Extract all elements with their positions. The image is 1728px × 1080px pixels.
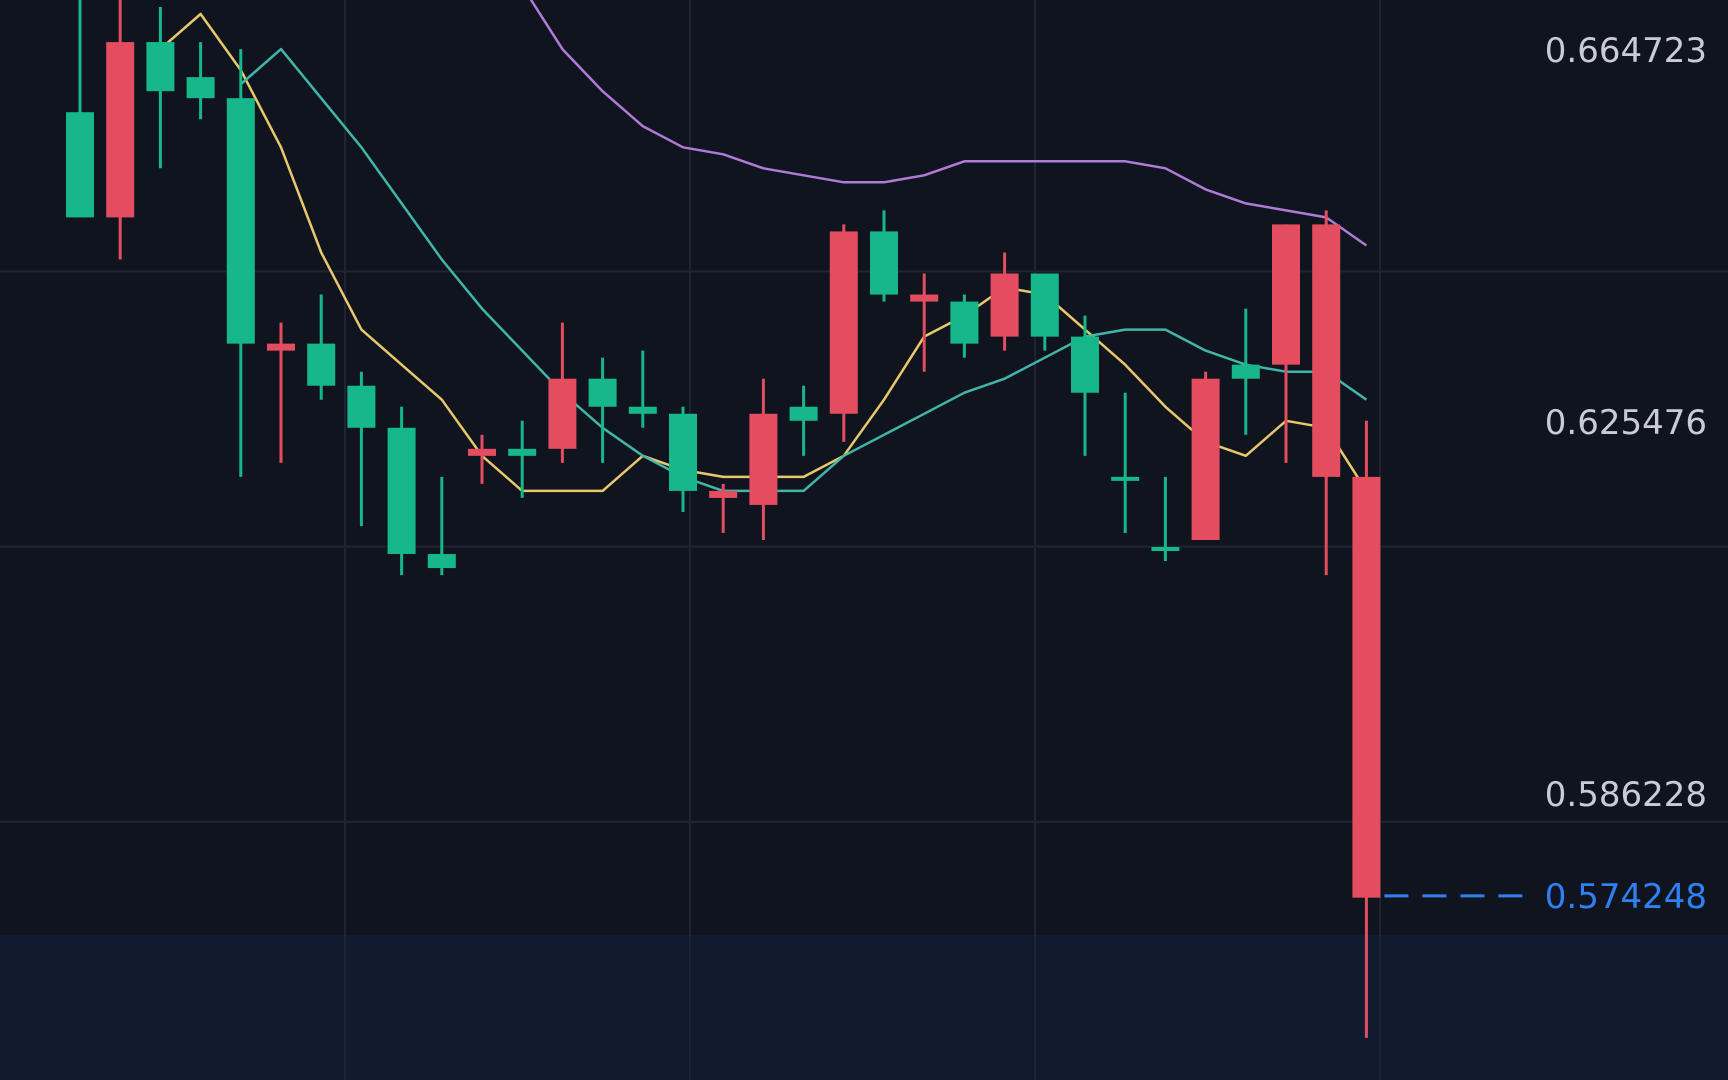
candle-up	[1111, 392, 1140, 533]
candle-up	[508, 420, 537, 498]
candle-up	[628, 350, 657, 428]
candle-up	[1151, 476, 1180, 562]
candle-body	[749, 413, 778, 505]
candle-body	[307, 343, 336, 386]
candle-up	[226, 49, 255, 477]
candle-down	[910, 273, 939, 372]
candle-body	[789, 406, 818, 421]
candle-body	[66, 112, 94, 218]
candle-up	[66, 0, 94, 218]
candle-body	[1272, 224, 1300, 365]
candle-body	[186, 77, 215, 99]
candle-body	[950, 301, 979, 344]
candle-body	[709, 490, 738, 498]
price-tick-label: 0.586228	[1545, 775, 1707, 815]
moving-average-line	[529, 0, 1368, 247]
candle-body	[1071, 336, 1099, 393]
candle-down	[1272, 224, 1300, 463]
lower-shade	[0, 935, 1728, 1080]
candle-body	[1030, 273, 1059, 337]
price-tick-label: 0.664723	[1545, 31, 1707, 71]
candle-up	[307, 294, 336, 400]
candle-body	[1191, 378, 1220, 540]
price-axis: 0.664723 0.625476 0.586228 0.574248	[1545, 31, 1707, 917]
candle-down	[548, 322, 577, 463]
candle-body	[829, 231, 858, 414]
candle-down	[709, 483, 738, 533]
candle-body	[1352, 476, 1381, 898]
candle-up	[1071, 315, 1099, 456]
candle-body	[870, 231, 898, 295]
candle-body	[628, 406, 657, 414]
candle-body	[1312, 224, 1341, 477]
candle-up	[186, 42, 215, 120]
candle-down	[267, 322, 295, 463]
current-price-label: 0.574248	[1545, 877, 1707, 917]
candle-body	[146, 42, 175, 92]
candle-body	[508, 448, 537, 456]
candle-body	[347, 385, 376, 428]
candle-body	[267, 343, 295, 351]
candle-body	[1111, 476, 1140, 481]
candle-up	[1231, 308, 1260, 435]
candle-down	[990, 252, 1019, 351]
candles	[66, 0, 1381, 1038]
candle-down	[1352, 420, 1381, 1038]
candle-body	[588, 378, 617, 407]
candle-up	[870, 210, 898, 302]
candle-up	[347, 371, 376, 526]
candle-body	[1231, 364, 1260, 379]
candle-body	[468, 448, 496, 456]
candle-body	[106, 42, 135, 218]
candle-up	[950, 294, 979, 358]
candle-body	[1151, 547, 1180, 552]
price-tick-label: 0.625476	[1545, 403, 1707, 443]
candle-body	[226, 98, 255, 344]
candle-up	[1030, 273, 1059, 351]
candle-body	[427, 554, 456, 569]
candle-down	[749, 378, 778, 540]
candle-body	[387, 427, 416, 555]
candle-up	[146, 7, 175, 169]
candle-body	[548, 378, 577, 449]
candle-up	[427, 476, 456, 576]
candle-down	[1312, 210, 1341, 576]
moving-average-line	[239, 47, 1368, 493]
candle-up	[588, 357, 617, 463]
candle-up	[789, 385, 818, 456]
candle-down	[1191, 371, 1220, 540]
candle-body	[910, 294, 939, 302]
candle-body	[669, 413, 697, 491]
candle-up	[387, 406, 416, 576]
candle-body	[990, 273, 1019, 337]
candle-down	[106, 0, 135, 260]
candle-down	[468, 434, 496, 484]
candle-up	[669, 406, 697, 512]
candle-down	[829, 224, 858, 442]
